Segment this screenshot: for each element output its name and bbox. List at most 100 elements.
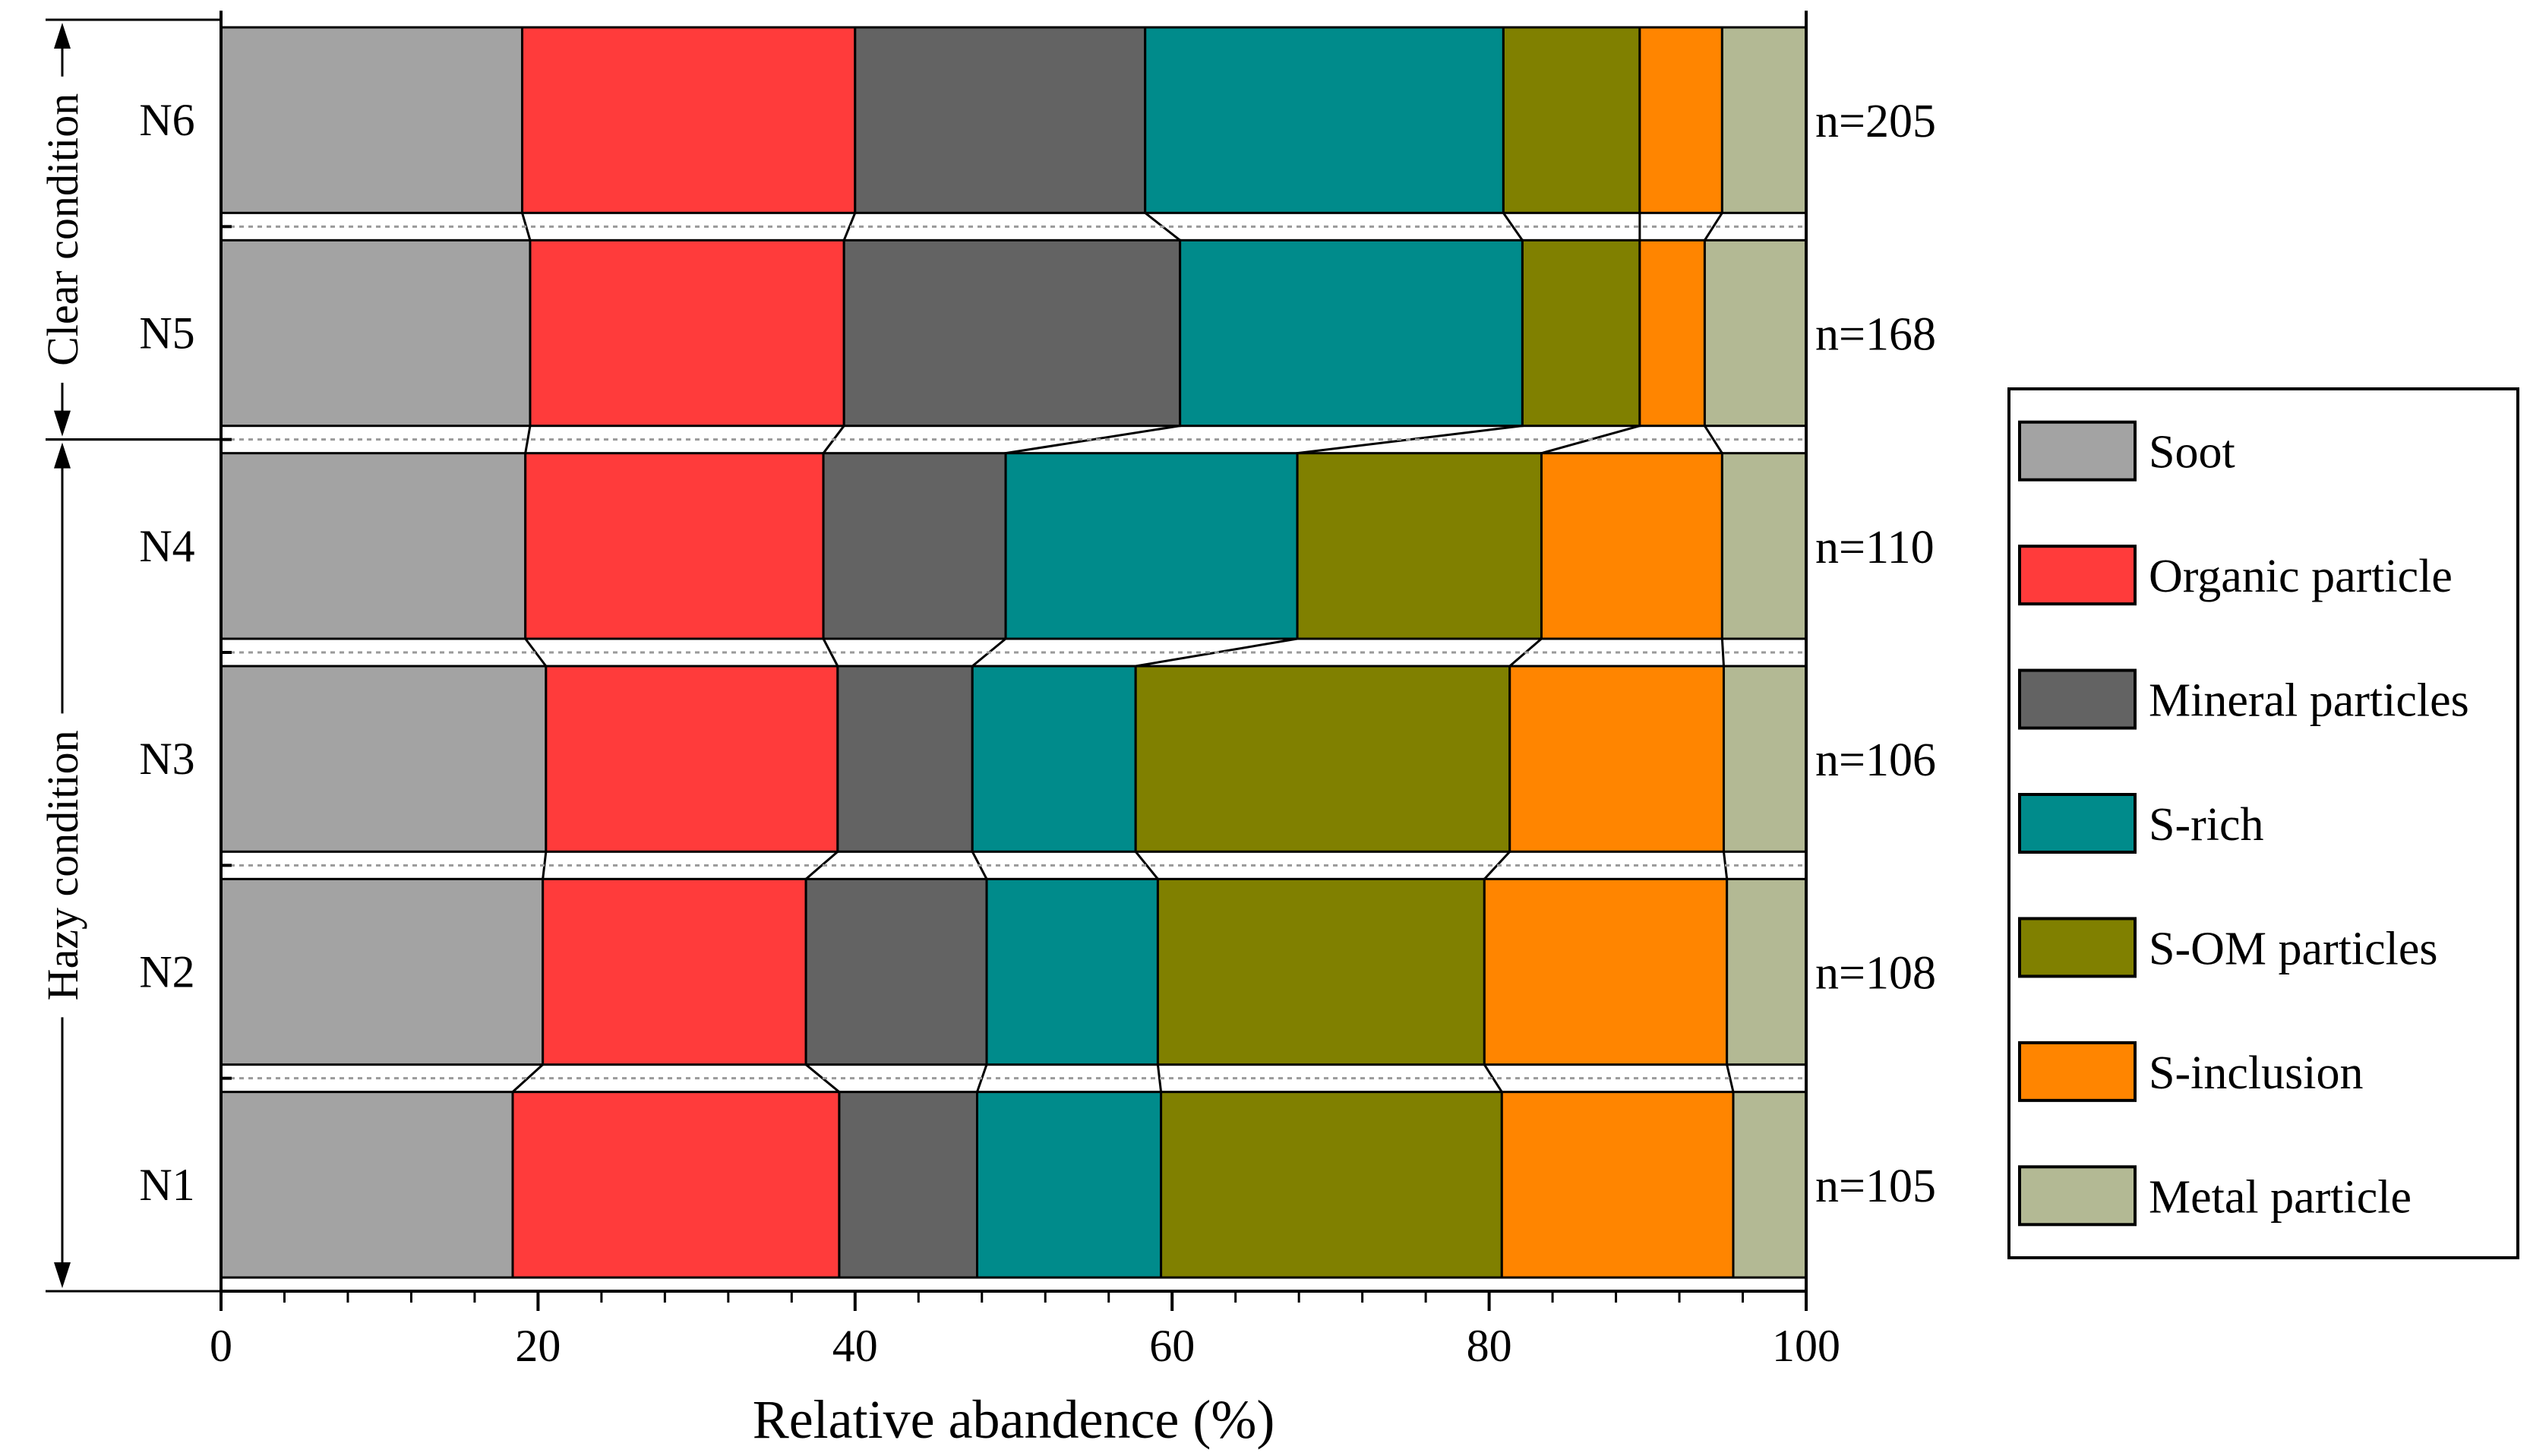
legend-swatch-organic-particle bbox=[2018, 545, 2137, 606]
group-hazy-condition-arrowhead-down bbox=[54, 1262, 71, 1288]
row-label-n1: N1 bbox=[139, 1160, 194, 1210]
row-label-n3: N3 bbox=[139, 734, 194, 784]
connector-n5-n4-3 bbox=[1005, 425, 1180, 455]
count-n5: n=168 bbox=[1815, 309, 1936, 361]
legend-label-soot: Soot bbox=[2149, 427, 2235, 478]
bar-n5-metal-particle bbox=[1703, 238, 1808, 428]
row-label-n6: N6 bbox=[139, 95, 194, 145]
row-labels: N6 N5 N4 N3 N2 N1 bbox=[139, 95, 194, 1210]
bar-n2-mineral-particles bbox=[804, 877, 988, 1066]
legend-label-s-rich: S-rich bbox=[2149, 799, 2264, 851]
bar-n3-mineral-particles bbox=[836, 665, 974, 853]
bar-n6-organic-particle bbox=[521, 26, 857, 214]
group-hazy-condition-label: Hazy condition bbox=[38, 730, 87, 1000]
bar-n1-soot bbox=[220, 1091, 514, 1279]
connector-n2-n1-1 bbox=[511, 1063, 544, 1093]
x-tick-label: 60 bbox=[1149, 1321, 1195, 1371]
count-n1: n=105 bbox=[1815, 1161, 1936, 1212]
connector-n4-n3-2 bbox=[822, 638, 839, 667]
bar-n3-soot bbox=[220, 665, 548, 853]
count-n2: n=108 bbox=[1815, 948, 1936, 1000]
bar-n2-organic-particle bbox=[542, 877, 807, 1066]
legend-swatch-s-rich bbox=[2018, 793, 2137, 854]
row-label-n2: N2 bbox=[139, 947, 194, 997]
legend-swatch-s-om-particles bbox=[2018, 917, 2137, 978]
bar-n4-metal-particle bbox=[1720, 452, 1808, 640]
legend: Soot Organic particle Mineral particles S-r… bbox=[2007, 387, 2519, 1259]
bar-n5-mineral-particles bbox=[842, 238, 1182, 428]
bar-n4-s-inclusion bbox=[1540, 452, 1723, 640]
bar-n5-s-rich bbox=[1179, 238, 1524, 428]
bar-n2-s-inclusion bbox=[1483, 877, 1729, 1066]
group-clear-condition-arrowhead-up bbox=[54, 23, 71, 49]
count-n3: n=106 bbox=[1815, 734, 1936, 786]
bar-n4-soot bbox=[220, 452, 527, 640]
connector-n5-n4-1 bbox=[524, 425, 532, 453]
count-n4: n=110 bbox=[1815, 522, 1935, 573]
bar-n3-metal-particle bbox=[1722, 665, 1808, 853]
bar-n1-s-rich bbox=[975, 1091, 1163, 1279]
bar-n5-s-om-particles bbox=[1521, 238, 1641, 428]
bar-n6-mineral-particles bbox=[854, 26, 1147, 214]
row-label-n5: N5 bbox=[139, 308, 194, 358]
bar-n6-soot bbox=[220, 26, 524, 214]
bar-n2-metal-particle bbox=[1726, 877, 1808, 1066]
connector-n3-n2-2 bbox=[805, 851, 839, 880]
bar-n5-soot bbox=[220, 238, 532, 428]
bar-segments bbox=[220, 26, 1808, 1279]
connector-n6-n5-2 bbox=[842, 212, 857, 241]
bar-n5-s-inclusion bbox=[1638, 238, 1706, 428]
legend-swatch-mineral-particles bbox=[2018, 668, 2137, 730]
bar-n4-mineral-particles bbox=[822, 452, 1007, 640]
row-label-n4: N4 bbox=[139, 521, 194, 571]
group-clear-condition-label: Clear condition bbox=[38, 93, 87, 366]
count-n6: n=205 bbox=[1815, 96, 1936, 147]
bar-n2-s-rich bbox=[985, 877, 1159, 1066]
x-tick-label: 100 bbox=[1772, 1321, 1840, 1371]
bar-n6-metal-particle bbox=[1720, 26, 1808, 214]
bar-n3-organic-particle bbox=[545, 665, 839, 853]
connector-n6-n5-6 bbox=[1704, 212, 1723, 242]
bar-n2-s-om-particles bbox=[1156, 877, 1486, 1066]
legend-label-organic-particle: Organic particle bbox=[2149, 551, 2453, 602]
connector-n3-n2-4 bbox=[1135, 851, 1159, 880]
x-axis-title: Relative abandence (%) bbox=[753, 1389, 1275, 1450]
connector-n6-n5-4 bbox=[1502, 212, 1524, 242]
bar-n6-s-inclusion bbox=[1638, 26, 1723, 214]
bar-n6-s-om-particles bbox=[1502, 26, 1641, 214]
bar-n1-mineral-particles bbox=[838, 1091, 978, 1279]
bar-n4-s-rich bbox=[1004, 452, 1299, 640]
x-tick-label: 40 bbox=[832, 1321, 878, 1371]
bar-n1-metal-particle bbox=[1732, 1091, 1808, 1279]
count-labels: n=205 n=168 n=110 n=106 n=108 n=105 bbox=[1815, 96, 1936, 1212]
x-tick-label: 20 bbox=[515, 1321, 561, 1371]
segment-connector-lines bbox=[511, 212, 1735, 1093]
bar-n3-s-om-particles bbox=[1134, 665, 1511, 853]
bar-n1-s-om-particles bbox=[1160, 1091, 1503, 1279]
x-tick-label: 80 bbox=[1467, 1321, 1512, 1371]
legend-swatch-s-inclusion bbox=[2018, 1041, 2137, 1102]
bar-n3-s-rich bbox=[971, 665, 1137, 853]
bar-n1-organic-particle bbox=[511, 1091, 841, 1279]
connector-n2-n1-4 bbox=[1156, 1064, 1163, 1092]
legend-label-metal-particle: Metal particle bbox=[2149, 1171, 2412, 1223]
x-tick-label: 0 bbox=[210, 1321, 232, 1371]
bar-n4-s-om-particles bbox=[1296, 452, 1543, 640]
bar-n2-soot bbox=[220, 877, 545, 1066]
legend-label-s-om-particles: S-OM particles bbox=[2149, 923, 2438, 974]
condition-brackets: Clear condition Hazy condition bbox=[38, 18, 220, 1293]
bar-n4-organic-particle bbox=[524, 452, 825, 640]
bar-n3-s-inclusion bbox=[1508, 665, 1725, 853]
legend-label-mineral-particles: Mineral particles bbox=[2149, 675, 2469, 727]
connector-n2-n1-5 bbox=[1483, 1063, 1503, 1093]
axes: 0 20 40 60 80 100 bbox=[210, 11, 1840, 1371]
bar-n6-s-rich bbox=[1144, 26, 1505, 214]
legend-label-s-inclusion: S-inclusion bbox=[2149, 1047, 2363, 1099]
bar-n1-s-inclusion bbox=[1500, 1091, 1735, 1279]
connector-n2-n1-6 bbox=[1726, 1064, 1735, 1093]
connector-n4-n3-1 bbox=[524, 638, 548, 667]
legend-swatch-soot bbox=[2018, 420, 2137, 482]
bar-n5-organic-particle bbox=[529, 238, 845, 428]
connector-n4-n3-6 bbox=[1720, 638, 1725, 667]
